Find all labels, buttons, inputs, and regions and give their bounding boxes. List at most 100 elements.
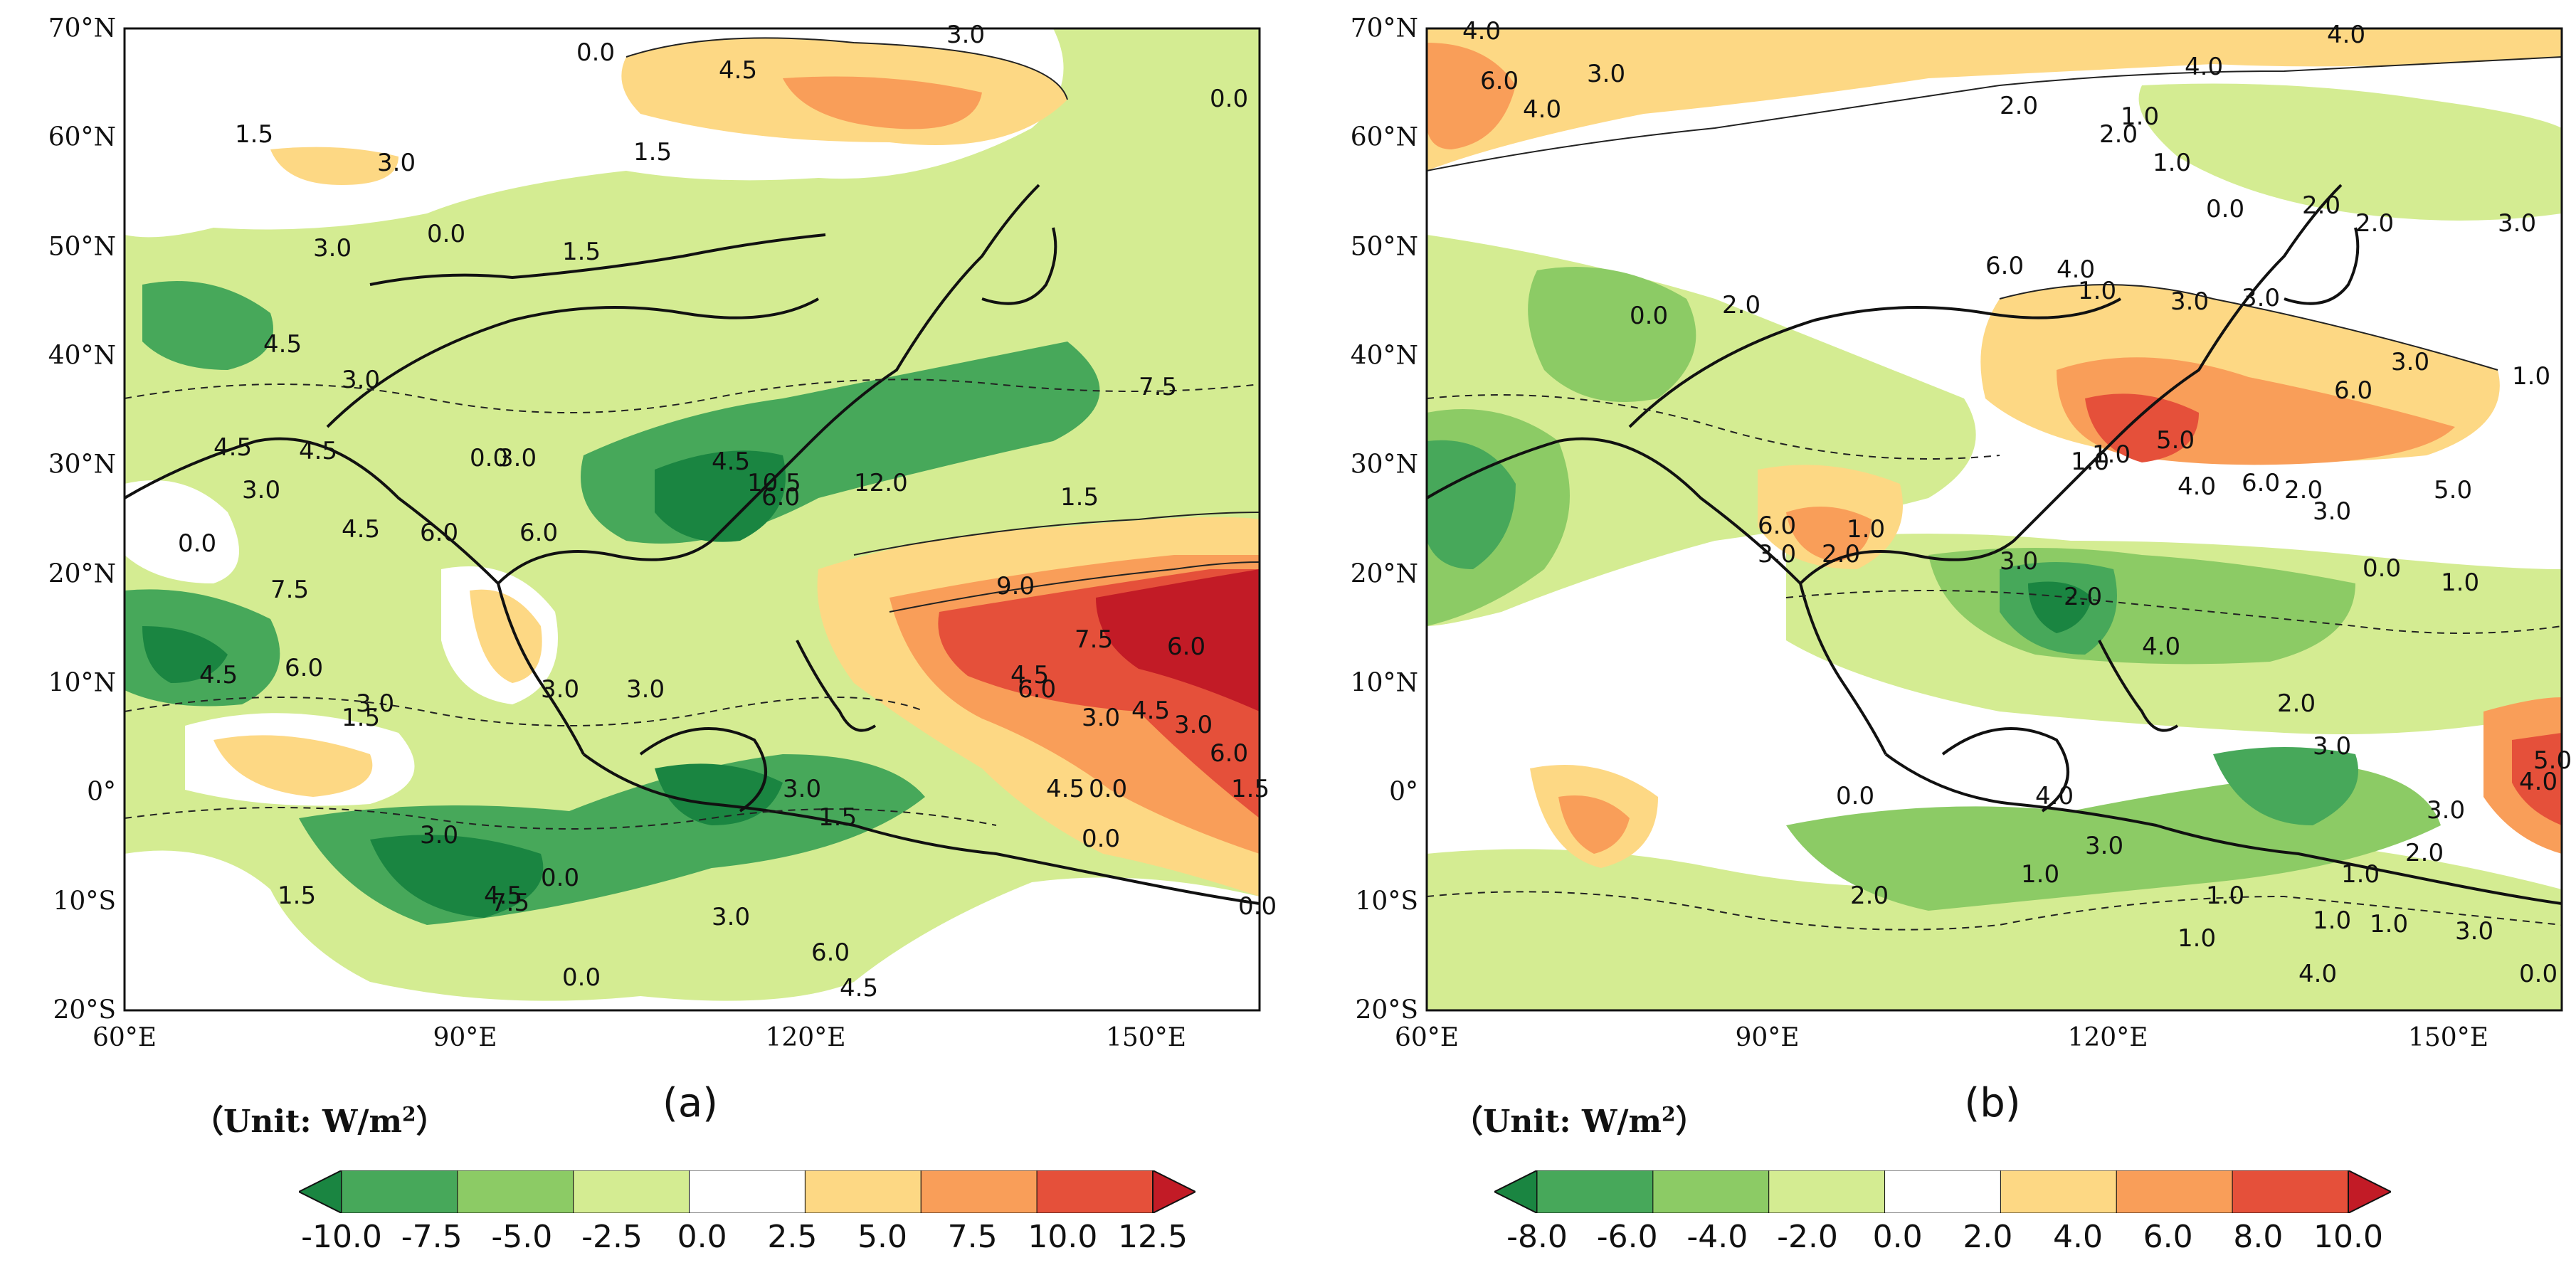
map-b-positive-region-northwest-core — [1427, 43, 1516, 149]
colorbar-tick-label: 7.5 — [947, 1219, 998, 1255]
contour-label: 4.5 — [840, 974, 878, 1002]
contour-label: 0.0 — [2363, 554, 2401, 583]
contour-label: 3.0 — [712, 903, 750, 931]
contour-label: 1.0 — [2092, 440, 2131, 469]
contour-label: 1.0 — [2313, 906, 2351, 935]
map-a-negative-region-borneo-core — [655, 763, 783, 825]
lat-tick-label: 30°N — [1350, 450, 1418, 480]
contour-label: 3.0 — [1174, 711, 1213, 739]
lat-tick-label: 60°N — [48, 122, 116, 152]
lat-tick-label: 10°S — [53, 887, 116, 916]
contour-label: 0.0 — [2519, 960, 2557, 988]
panel-b-label: (b) — [1964, 1080, 2021, 1126]
colorbar-tick-label: -10.0 — [301, 1219, 382, 1255]
panel-a: 0.0 3.0 4.5 1.5 3.0 1.5 0.0 0.0 3.0 4.5 3.0 1.5 4.5 4… — [48, 14, 1277, 1256]
lat-tick-label: 30°N — [48, 450, 116, 480]
lon-tick-label: 120°E — [2067, 1023, 2148, 1052]
lat-tick-label: 10°N — [48, 668, 116, 698]
contour-label: 1.0 — [2341, 860, 2380, 889]
contour-label: 1.5 — [633, 138, 672, 166]
contour-label: 6.0 — [2334, 376, 2372, 405]
contour-label: 2.0 — [1850, 882, 1889, 910]
map-b-negative-region-newguinea — [2213, 747, 2358, 825]
contour-label: 2.0 — [2405, 839, 2444, 867]
colorbar-tick-label: 4.0 — [2053, 1219, 2103, 1255]
colorbar-b: -8.0 -6.0 -4.0 -2.0 0.0 2.0 4.0 6.0 8.0 10.0 — [1494, 1170, 2391, 1256]
contour-label: 0.0 — [562, 963, 601, 992]
lon-tick-label: 150°E — [1106, 1023, 1186, 1052]
map-a-negative-region-maritime-core — [370, 835, 544, 918]
contour-label: 6.0 — [2242, 469, 2280, 497]
lat-tick-label: 50°N — [1350, 232, 1418, 262]
lat-tick-label: 0° — [87, 777, 116, 807]
colorbar-segment — [689, 1170, 806, 1213]
contour-label: 2.0 — [1722, 291, 1761, 319]
colorbar-arrow-high — [2348, 1170, 2391, 1213]
colorbar-tick-label: 5.0 — [857, 1219, 907, 1255]
contour-label: 4.0 — [2298, 960, 2337, 988]
contour-label: 2.0 — [2064, 583, 2102, 611]
map-b-negative-region-west-core — [1427, 440, 1516, 569]
contour-label: 3.0 — [2085, 832, 2123, 860]
unit-label-b-text: （Unit: W/m — [1452, 1104, 1662, 1140]
contour-label: 0.0 — [1089, 775, 1127, 803]
contour-label: 3.0 — [2170, 287, 2209, 316]
colorbar-segment — [2000, 1170, 2117, 1213]
panel-b: 4.0 6.0 4.0 3.0 2.0 1.0 2.0 4.0 4.0 1.0 0.0 2.0 3.0 2… — [1288, 0, 2576, 1275]
map-b-contour-labels: 4.0 6.0 4.0 3.0 2.0 1.0 2.0 4.0 4.0 1.0 0.0 2.0 3.0 2… — [1462, 17, 2572, 988]
contour-label: 3.0 — [242, 476, 280, 504]
lat-tick-label: 0° — [1389, 777, 1418, 807]
contour-label: 4.5 — [263, 330, 302, 359]
colorbar-tick-label: -2.0 — [1777, 1219, 1838, 1255]
contour-label: 1.0 — [2206, 882, 2244, 910]
contour-label: 4.0 — [2178, 472, 2216, 501]
colorbar-segment — [2232, 1170, 2349, 1213]
contour-label: 4.0 — [1523, 95, 1561, 124]
contour-label: 1.0 — [2153, 149, 2191, 177]
contour-label: 4.5 — [199, 661, 238, 689]
contour-label: 2.0 — [1822, 540, 1860, 568]
contour-label: 9.0 — [996, 572, 1035, 601]
colorbar-tick-label: 10.0 — [1028, 1219, 1098, 1255]
lat-tick-label: 20°S — [1355, 995, 1418, 1025]
colorbar-segment — [573, 1170, 690, 1213]
contour-label: 12.0 — [854, 469, 908, 497]
colorbar-tick-label: -2.5 — [581, 1219, 643, 1255]
colorbar-segment — [1536, 1170, 1654, 1213]
contour-label: 7.5 — [1139, 373, 1177, 401]
unit-label-a: （Unit: W/m2） — [192, 1096, 448, 1141]
contour-label: 3.0 — [356, 689, 394, 718]
contour-label: 3.0 — [420, 821, 458, 850]
contour-label: 2.0 — [2000, 92, 2038, 120]
contour-label: 7.5 — [491, 889, 529, 917]
colorbar-segment — [341, 1170, 458, 1213]
contour-label: 4.5 — [712, 448, 750, 476]
map-b-positive-region-southwest-core — [1558, 795, 1630, 854]
map-a-zero-region-west — [125, 480, 239, 583]
contour-label: 2.0 — [2099, 120, 2138, 149]
contour-label: 1.5 — [562, 238, 601, 266]
contour-label: 3.0 — [626, 675, 665, 704]
contour-label: 6.0 — [1985, 252, 2024, 280]
contour-label: 6.0 — [1018, 675, 1056, 704]
lon-tick-label: 120°E — [765, 1023, 846, 1052]
contour-label: 3.0 — [313, 234, 352, 263]
map-a-negative-region-china-core — [655, 450, 786, 542]
contour-label: 3.0 — [377, 149, 416, 177]
contour-label: 4.0 — [2057, 255, 2095, 284]
contour-label: 4.5 — [1046, 775, 1084, 803]
contour-label: 5.0 — [2156, 426, 2195, 455]
colorbar-tick-label: 12.5 — [1118, 1219, 1188, 1255]
lon-tick-label: 90°E — [1735, 1023, 1800, 1052]
lat-tick-label: 40°N — [48, 341, 116, 371]
contour-label: 0.0 — [1082, 825, 1120, 853]
contour-label: 4.5 — [213, 433, 252, 462]
colorbar-b-svg — [1494, 1170, 2391, 1213]
colorbar-segment — [1884, 1170, 2001, 1213]
contour-label: 7.5 — [1075, 625, 1113, 654]
contour-label: 1.5 — [235, 120, 273, 149]
contour-label: 0.0 — [1238, 892, 1277, 921]
lat-tick-label: 60°N — [1350, 122, 1418, 152]
contour-label: 4.0 — [2327, 21, 2365, 49]
contour-label: 4.5 — [1010, 661, 1049, 689]
